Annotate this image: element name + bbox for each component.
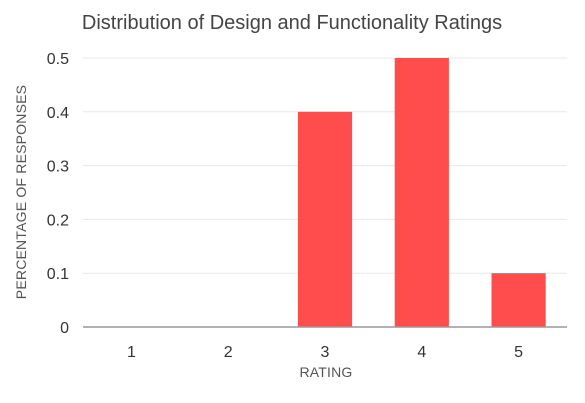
x-tick-label: 2 xyxy=(224,344,233,361)
y-tick-label: 0.4 xyxy=(47,105,69,122)
x-tick-label: 1 xyxy=(127,344,136,361)
chart-title: Distribution of Design and Functionality… xyxy=(82,12,502,34)
bar-rating-4 xyxy=(394,58,449,327)
y-axis-label: PERCENTAGE OF RESPONSES xyxy=(13,85,29,299)
bars xyxy=(297,58,546,327)
bar-rating-3 xyxy=(297,111,353,327)
y-tick-label: 0 xyxy=(60,320,69,337)
x-tick-label: 5 xyxy=(514,344,523,361)
y-tick-label: 0.5 xyxy=(47,51,69,68)
x-tick-label: 4 xyxy=(417,344,426,361)
x-axis-ticks: 1 2 3 4 5 xyxy=(127,344,523,361)
x-tick-label: 3 xyxy=(321,344,330,361)
x-axis-label: RATING xyxy=(299,364,352,380)
y-tick-label: 0.1 xyxy=(47,266,69,283)
y-tick-label: 0.3 xyxy=(47,159,69,176)
y-axis-ticks: 0 0.1 0.2 0.3 0.4 0.5 xyxy=(47,51,69,337)
y-tick-label: 0.2 xyxy=(47,212,69,229)
bar-rating-5 xyxy=(491,273,546,327)
